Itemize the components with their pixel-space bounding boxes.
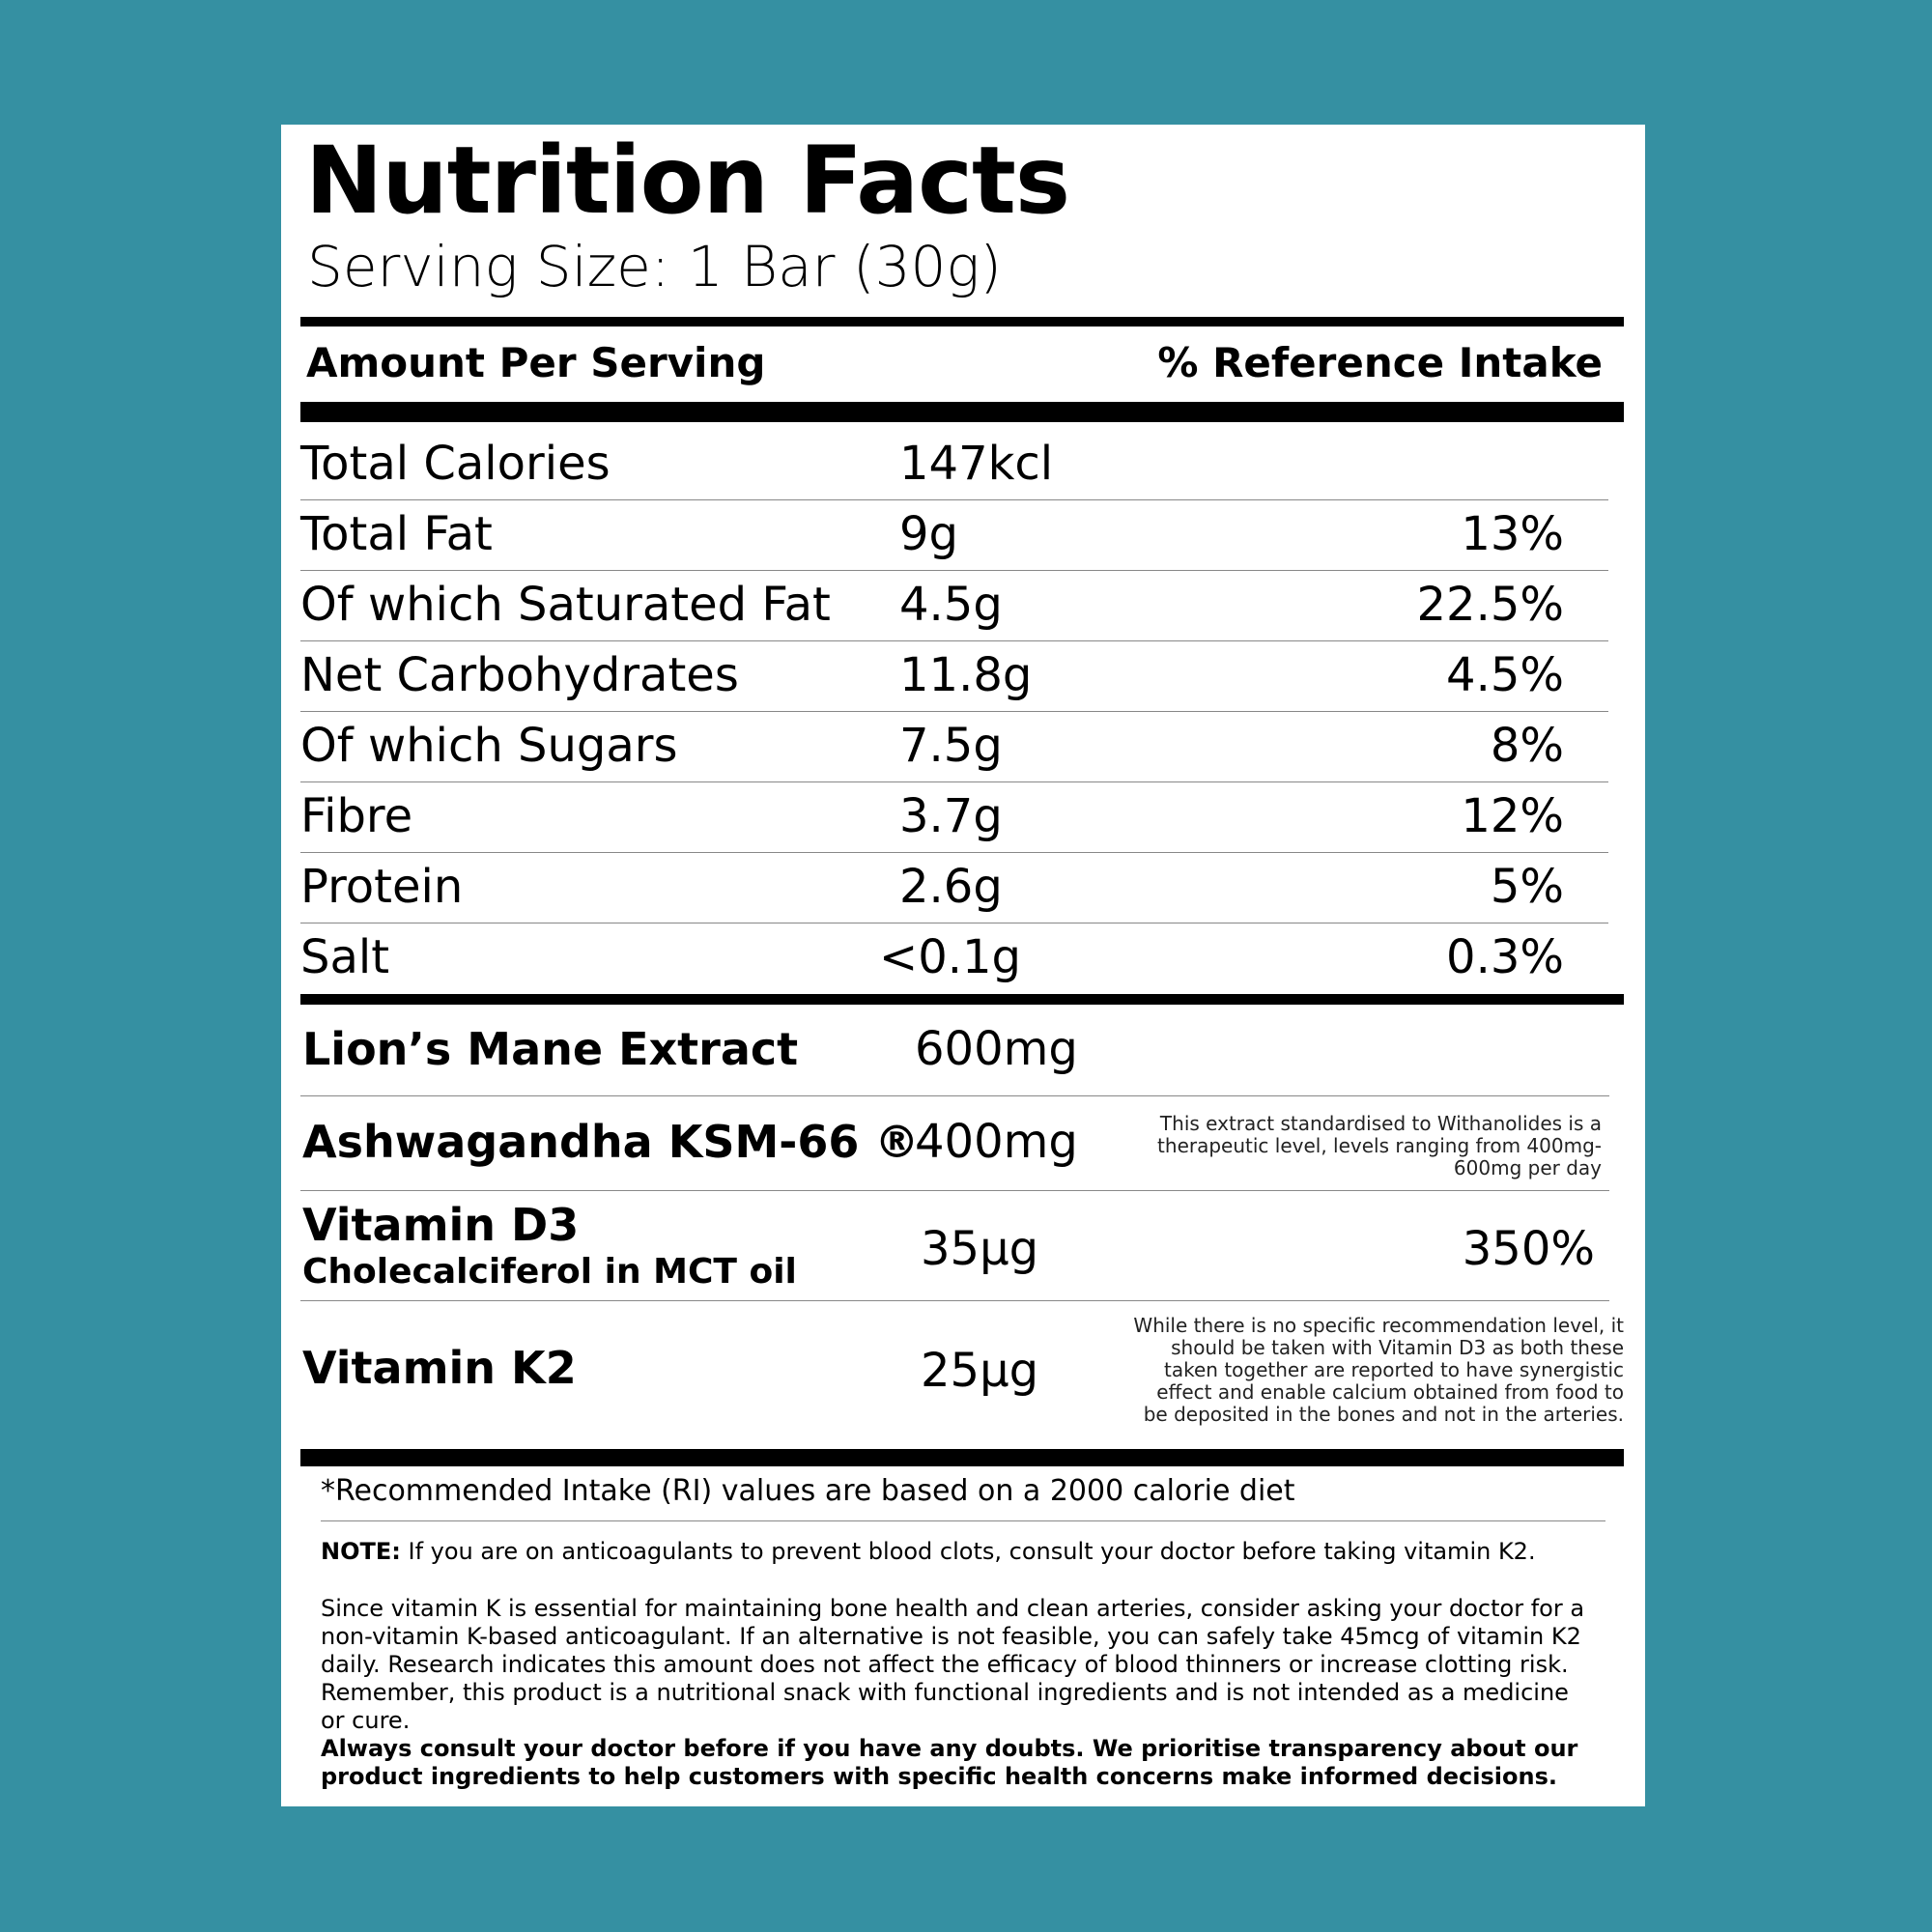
supplement-amount: 400mg [915,1115,1078,1169]
row-rule [321,1520,1605,1521]
row-rule [300,711,1608,712]
supplement-note: This extract standardised to Withanolide… [1157,1112,1602,1179]
nutrient-row: Fibre 3.7g 12% [300,781,1595,852]
nutrient-ri: 5% [1490,860,1564,914]
nutrient-amount: 2.6g [899,860,1003,914]
nutrient-row: Of which Saturated Fat 4.5g 22.5% [300,570,1595,640]
divider [300,317,1624,327]
nutrient-row: Protein 2.6g 5% [300,852,1595,923]
nutrient-amount: 147kcl [899,437,1054,491]
nutrient-name: Salt [300,930,390,984]
title: Nutrition Facts [305,127,1070,235]
supplement-note: While there is no specific recommendatio… [1133,1314,1624,1426]
note-label: NOTE: [321,1538,401,1565]
nutrient-row: Of which Sugars 7.5g 8% [300,711,1595,781]
nutrient-amount: 7.5g [899,719,1003,773]
supplement-ri: 350% [1462,1222,1595,1276]
divider [300,994,1624,1005]
row-rule [300,852,1608,853]
divider [300,402,1624,422]
nutrient-amount: 11.8g [899,648,1033,702]
supplement-name: Vitamin D3 [302,1199,580,1251]
row-rule [300,1190,1609,1191]
nutrient-name: Total Fat [300,507,493,561]
supplement-name: Vitamin K2 [302,1342,577,1394]
row-rule [300,640,1608,641]
column-header: % Reference Intake [1157,339,1603,386]
nutrient-row: Total Fat 9g 13% [300,499,1595,570]
nutrient-row: Net Carbohydrates 11.8g 4.5% [300,640,1595,711]
footnote: *Recommended Intake (RI) values are base… [321,1474,1295,1508]
column-header: Amount Per Serving [306,339,766,386]
row-rule [300,570,1608,571]
row-rule [300,781,1608,782]
row-rule [300,1300,1609,1301]
nutrient-name: Protein [300,860,464,914]
row-rule [300,499,1608,500]
supplement-name: Lion’s Mane Extract [302,1023,799,1075]
nutrient-ri: 13% [1461,507,1564,561]
supplement-amount: 600mg [915,1022,1078,1076]
note: NOTE: If you are on anticoagulants to pr… [321,1538,1536,1565]
nutrient-amount: <0.1g [879,930,1022,984]
row-rule [300,1095,1609,1096]
disclaimer-bold: Always consult your doctor before if you… [321,1735,1578,1790]
serving-size: Serving Size: 1 Bar (30g) [307,234,1002,299]
nutrient-ri: 22.5% [1416,578,1564,632]
nutrient-row: Salt <0.1g 0.3% [300,923,1595,993]
nutrient-ri: 8% [1490,719,1564,773]
nutrient-ri: 4.5% [1446,648,1564,702]
nutrient-name: Of which Saturated Fat [300,578,831,632]
nutrient-name: Of which Sugars [300,719,678,773]
disclaimer-text: Since vitamin K is essential for maintai… [321,1595,1585,1734]
nutrient-name: Total Calories [300,437,611,491]
label-panel: Nutrition Facts Serving Size: 1 Bar (30g… [281,125,1645,1806]
nutrient-name: Fibre [300,789,413,843]
supplement-amount: 25μg [921,1344,1039,1398]
supplement-name: Ashwagandha KSM-66 ® [302,1116,920,1168]
nutrient-amount: 9g [899,507,959,561]
nutrient-ri: 12% [1461,789,1564,843]
supplement-amount: 35μg [921,1222,1039,1276]
divider [300,1449,1624,1466]
nutrient-amount: 3.7g [899,789,1003,843]
note-text: If you are on anticoagulants to prevent … [408,1538,1536,1565]
nutrient-name: Net Carbohydrates [300,648,739,702]
supplement-subname: Cholecalciferol in MCT oil [302,1252,797,1292]
nutrient-row: Total Calories 147kcl [300,429,1595,499]
nutrient-ri: 0.3% [1446,930,1564,984]
disclaimer: Since vitamin K is essential for maintai… [321,1595,1596,1791]
nutrient-amount: 4.5g [899,578,1003,632]
